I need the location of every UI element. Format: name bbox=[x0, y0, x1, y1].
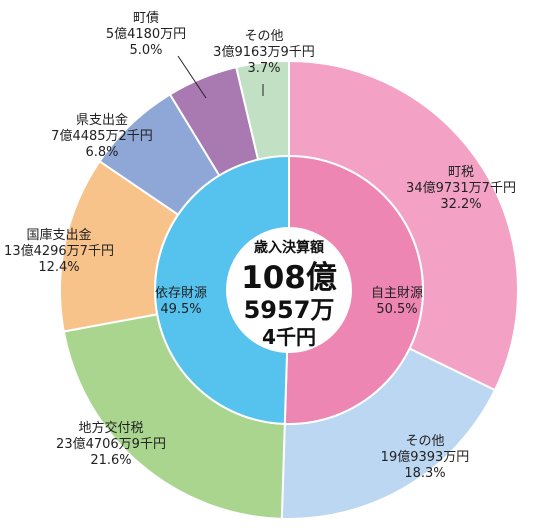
outer-label-1: 町税 34億9731万7千円 32.2% bbox=[406, 165, 516, 212]
center-line1: 108億 bbox=[241, 260, 337, 296]
center-line2: 5957万 bbox=[244, 296, 335, 324]
leader-lines bbox=[177, 55, 264, 99]
outer-label-3: 地方交付税 23億4706万9千円 21.6% bbox=[56, 420, 166, 468]
center-line3: 4千円 bbox=[262, 325, 316, 349]
inner-label-2: 依存財源 49.5% bbox=[155, 286, 207, 317]
outer-label-7: その他 3億9163万9千円 3.7% bbox=[213, 29, 315, 76]
outer-label-6: 町債 5億4180万円 5.0% bbox=[106, 11, 186, 58]
outer-label-4: 国庫支出金 13億4296万7千円 12.4% bbox=[4, 227, 114, 275]
leader-line-1 bbox=[177, 55, 207, 99]
center-disc bbox=[227, 228, 351, 352]
outer-label-5: 県支出金 7億4485万2千円 6.8% bbox=[51, 112, 153, 160]
slice-labels: 町税 34億9731万7千円 32.2% その他 19億9393万円 18.3% 地方交付税… bbox=[4, 11, 516, 481]
inner-label-1: 自主財源 50.5% bbox=[371, 286, 423, 317]
center-title: 歳入決算額 bbox=[254, 239, 324, 256]
outer-label-2: その他 19億9393万円 18.3% bbox=[381, 434, 470, 481]
center-total: 歳入決算額 108億 5957万 4千円 bbox=[227, 228, 351, 352]
